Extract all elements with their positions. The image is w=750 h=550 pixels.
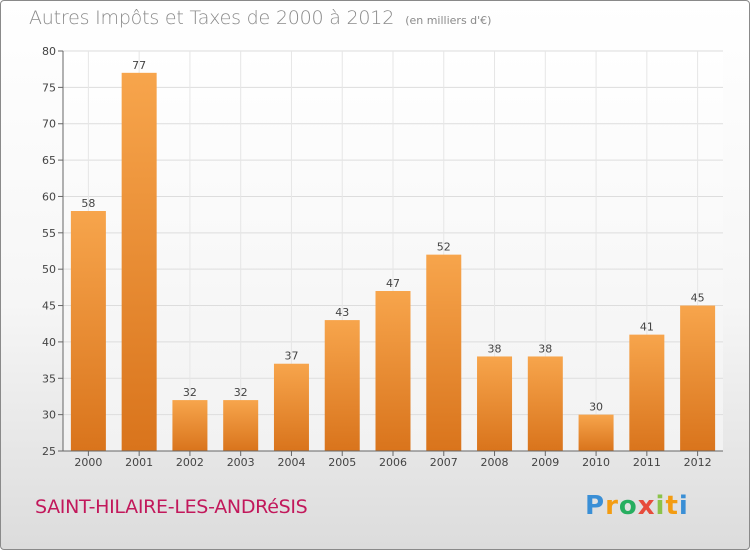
- logo-letter: P: [585, 491, 606, 521]
- x-tick-label: 2008: [481, 456, 509, 469]
- bar-value-label: 30: [589, 401, 603, 414]
- y-tick-label: 50: [42, 263, 56, 276]
- x-tick-label: 2006: [379, 456, 407, 469]
- x-tick-label: 2003: [227, 456, 255, 469]
- bar-value-label: 52: [437, 241, 451, 254]
- bar-value-label: 32: [234, 386, 248, 399]
- bar: [273, 363, 309, 451]
- x-tick-label: 2007: [430, 456, 458, 469]
- bar: [578, 414, 614, 451]
- x-tick-label: 2011: [633, 456, 661, 469]
- proxiti-logo[interactable]: Proxiti: [585, 491, 689, 521]
- city-name: SAINT-HILAIRE-LES-ANDRéSIS: [35, 496, 308, 518]
- chart-title: Autres Impôts et Taxes de 2000 à 2012: [29, 7, 395, 29]
- x-tick-label: 2010: [582, 456, 610, 469]
- bar-value-label: 38: [488, 342, 502, 355]
- y-tick-label: 45: [42, 300, 56, 313]
- y-tick-label: 55: [42, 227, 56, 240]
- bar: [375, 291, 411, 451]
- chart-subtitle: (en milliers d'€): [405, 14, 492, 27]
- bar-value-label: 43: [335, 306, 349, 319]
- y-tick-label: 65: [42, 154, 56, 167]
- logo-letter: t: [665, 491, 679, 521]
- logo-letter: r: [605, 491, 619, 521]
- logo-letter: o: [618, 491, 638, 521]
- x-tick-label: 2001: [125, 456, 153, 469]
- logo-letter: i: [655, 491, 666, 521]
- bar: [172, 400, 208, 451]
- bar: [680, 305, 716, 451]
- logo-letter: x: [637, 491, 656, 521]
- y-tick-label: 35: [42, 372, 56, 385]
- bar: [121, 72, 157, 452]
- bar-value-label: 32: [183, 386, 197, 399]
- y-tick-label: 40: [42, 336, 56, 349]
- bar: [629, 334, 665, 451]
- bar-value-label: 37: [284, 350, 298, 363]
- x-tick-label: 2012: [684, 456, 712, 469]
- chart-title-block: Autres Impôts et Taxes de 2000 à 2012 (e…: [29, 7, 491, 29]
- bar: [426, 254, 462, 451]
- bar: [477, 356, 513, 451]
- y-tick-label: 70: [42, 118, 56, 131]
- bar-value-label: 45: [691, 292, 705, 305]
- bar-value-label: 77: [132, 59, 146, 72]
- bar-value-label: 38: [538, 342, 552, 355]
- y-tick-label: 25: [42, 445, 56, 458]
- y-tick-label: 60: [42, 190, 56, 203]
- y-tick-label: 30: [42, 409, 56, 422]
- bar-value-label: 58: [81, 197, 95, 210]
- logo-letter: i: [678, 491, 689, 521]
- y-tick-label: 75: [42, 81, 56, 94]
- x-tick-label: 2005: [328, 456, 356, 469]
- x-tick-label: 2009: [531, 456, 559, 469]
- bar-value-label: 47: [386, 277, 400, 290]
- bar: [527, 356, 563, 451]
- y-tick-label: 80: [42, 45, 56, 58]
- bar: [70, 211, 106, 451]
- bar: [223, 400, 259, 451]
- x-tick-label: 2004: [277, 456, 305, 469]
- bar-value-label: 41: [640, 321, 654, 334]
- x-tick-label: 2000: [74, 456, 102, 469]
- bar: [324, 320, 360, 451]
- x-tick-label: 2002: [176, 456, 204, 469]
